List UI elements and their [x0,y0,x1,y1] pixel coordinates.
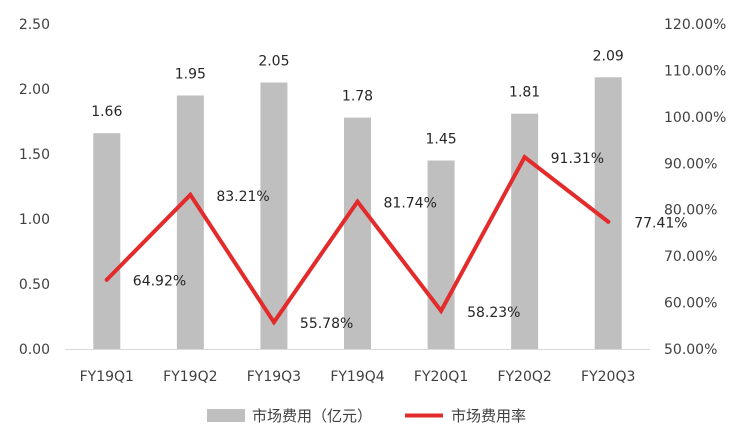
x-tick-label: FY20Q3 [581,369,635,385]
line-data-label: 77.41% [634,216,687,232]
y-left-tick-label: 2.50 [19,17,50,33]
y-right-tick-label: 60.00% [664,296,717,312]
bar-data-label: 1.78 [342,89,373,105]
data-labels: 1.66 1.95 2.05 1.78 1.45 1.81 2.09 64.92% 83.21%… [91,48,687,332]
bar [344,117,371,349]
line-point [606,219,611,224]
line-point [188,192,193,197]
line-series [104,154,611,326]
y-left-tick-label: 1.50 [19,147,50,163]
y-right-tick-label: 50.00% [664,342,717,358]
y-right-tick-label: 80.00% [664,203,717,219]
x-tick-label: FY19Q2 [163,369,217,385]
y-right-tick-label: 120.00% [664,17,726,33]
bar [427,160,455,349]
legend-bar-swatch [207,409,245,422]
legend-line-label: 市场费用率 [451,407,526,425]
axes-layer: 0.00 0.50 1.00 1.50 2.00 2.50 50.00% 60.00% 70.0… [19,17,726,385]
x-tick-label: FY20Q2 [497,369,551,385]
bar-data-label: 1.81 [509,85,540,101]
x-tick-label: FY20Q1 [414,369,468,385]
x-tick-label: FY19Q4 [330,369,384,385]
y-right-tick-label: 110.00% [664,63,726,79]
x-tick-label: FY19Q1 [80,369,134,385]
line-point [104,277,109,282]
x-tick-label: FY19Q3 [247,369,301,385]
line-data-label: 81.74% [384,196,437,212]
y-left-tick-label: 0.50 [19,277,50,293]
y-right-tick-label: 70.00% [664,249,717,265]
y-right-tick-label: 90.00% [664,156,717,172]
line-data-label: 64.92% [133,274,186,290]
bar-series [93,77,622,350]
line-data-label: 83.21% [216,189,269,205]
line-data-label: 58.23% [467,305,520,321]
bar [511,113,539,349]
bar-data-label: 2.05 [258,54,289,70]
y-left-tick-label: 1.00 [19,212,50,228]
line-data-label: 55.78% [300,316,353,332]
bar [93,133,121,349]
bar-data-label: 1.45 [425,132,456,148]
line-data-label: 91.31% [551,151,604,167]
bar [260,82,288,349]
bar-data-label: 2.09 [593,48,624,64]
line-point [271,320,276,325]
legend: 市场费用（亿元） 市场费用率 [207,407,526,425]
y-left-tick-label: 0.00 [19,342,50,358]
y-right-tick-label: 100.00% [664,110,726,126]
line-point [439,308,444,313]
bar-data-label: 1.95 [175,67,206,83]
bar-data-label: 1.66 [91,104,122,120]
y-left-tick-label: 2.00 [19,82,50,98]
line-point [355,199,360,204]
bar [176,95,204,349]
line-point [522,155,527,160]
legend-bar-label: 市场费用（亿元） [252,407,372,425]
